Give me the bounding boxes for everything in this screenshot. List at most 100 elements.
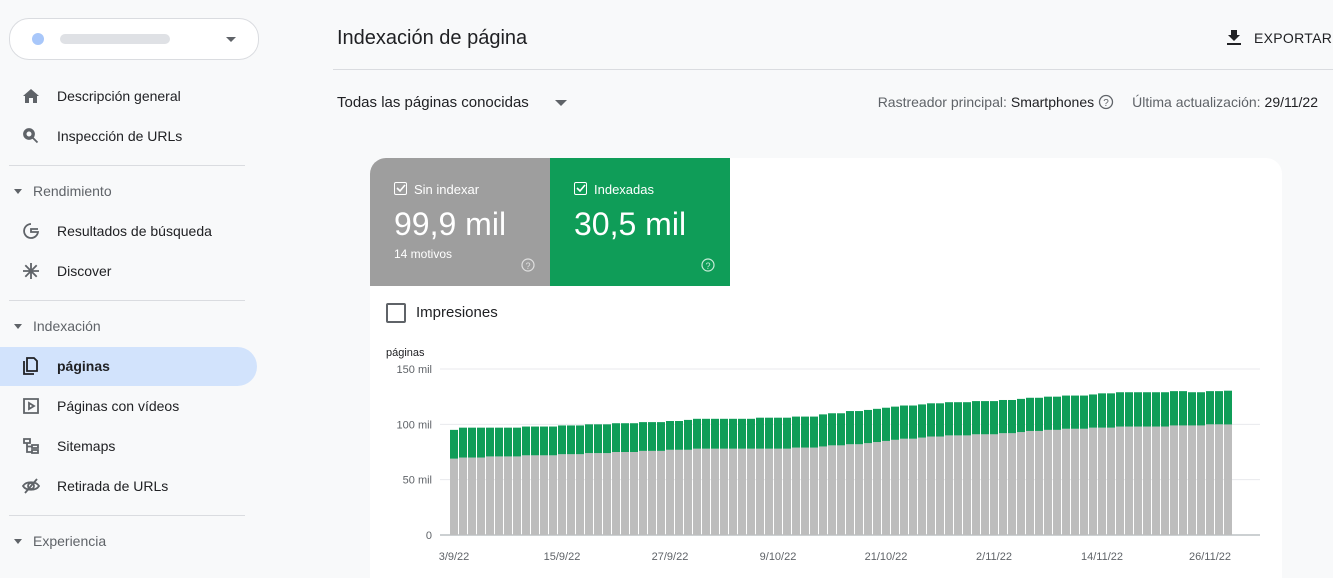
impressions-label: Impresiones bbox=[416, 304, 498, 321]
bar-segment bbox=[855, 444, 863, 535]
scope-select[interactable]: Todas las páginas conocidas bbox=[337, 94, 567, 111]
scope-label: Todas las páginas conocidas bbox=[337, 94, 529, 111]
bar-segment bbox=[1089, 394, 1097, 428]
bar-segment bbox=[1179, 391, 1187, 426]
bar-segment bbox=[774, 448, 782, 535]
bar-segment bbox=[864, 409, 872, 444]
bar-segment bbox=[999, 399, 1007, 434]
bar-segment bbox=[639, 450, 647, 535]
bar-segment bbox=[459, 427, 467, 458]
nav-section[interactable]: Rendimiento bbox=[33, 183, 112, 199]
bar-segment bbox=[828, 445, 836, 535]
nav-item[interactable]: Sitemaps bbox=[57, 438, 116, 454]
bar-segment bbox=[720, 448, 728, 535]
header-divider bbox=[333, 69, 1333, 70]
help-icon[interactable]: ? bbox=[1098, 94, 1114, 110]
bar-segment bbox=[819, 414, 827, 447]
bar-segment bbox=[612, 423, 620, 452]
nav-icon bbox=[23, 398, 39, 414]
bar-segment bbox=[1116, 426, 1124, 535]
bar-segment bbox=[711, 448, 719, 535]
x-tick-label: 27/9/22 bbox=[652, 551, 689, 563]
bar-segment bbox=[639, 422, 647, 451]
bar-segment bbox=[927, 436, 935, 535]
tile-not-indexed[interactable]: Sin indexar 99,9 mil 14 motivos ? bbox=[370, 158, 550, 286]
bar-segment bbox=[486, 427, 494, 457]
bar-segment bbox=[540, 426, 548, 456]
bar-segment bbox=[693, 418, 701, 449]
bar-segment bbox=[738, 418, 746, 449]
bar-segment bbox=[972, 434, 980, 535]
nav-icon bbox=[23, 438, 39, 454]
bar-segment bbox=[945, 402, 953, 436]
y-tick-label: 100 mil bbox=[397, 419, 432, 431]
updated-label: Última actualización: bbox=[1132, 94, 1261, 110]
report-card: Sin indexar 99,9 mil 14 motivos ? Indexa… bbox=[370, 158, 1282, 578]
bar-segment bbox=[1035, 397, 1043, 431]
page: {"sidebar": {"items": [ {"label": "Descr… bbox=[0, 18, 1333, 563]
nav-icon bbox=[23, 89, 39, 103]
tile-indexed[interactable]: Indexadas 30,5 mil ? bbox=[550, 158, 730, 286]
bar-segment bbox=[1134, 392, 1142, 427]
x-tick-label: 21/10/22 bbox=[865, 551, 908, 563]
crawl-info: Rastreador principal: Smartphones ? Últi… bbox=[878, 94, 1318, 110]
bar-segment bbox=[1098, 427, 1106, 535]
bar-segment bbox=[603, 424, 611, 454]
nav-item[interactable]: Discover bbox=[57, 263, 112, 279]
bar-segment bbox=[1017, 398, 1025, 433]
nav-section[interactable]: Indexación bbox=[33, 318, 101, 334]
bar-segment bbox=[1035, 430, 1043, 535]
bar-segment bbox=[558, 425, 566, 455]
bar-segment bbox=[936, 403, 944, 437]
bar-segment bbox=[630, 452, 638, 535]
bar-segment bbox=[1071, 395, 1079, 429]
bar-segment bbox=[576, 454, 584, 535]
bar-segment bbox=[891, 406, 899, 440]
bar-segment bbox=[585, 453, 593, 535]
bar-segment bbox=[1206, 391, 1214, 425]
bar-segment bbox=[666, 449, 674, 535]
bar-segment bbox=[747, 448, 755, 535]
crawler: Smartphones bbox=[1010, 94, 1095, 110]
nav-section[interactable]: Experiencia bbox=[33, 533, 107, 549]
nav-item[interactable]: Retirada de URLs bbox=[57, 478, 169, 494]
nav-item[interactable]: páginas bbox=[57, 358, 110, 374]
nav-item[interactable]: Inspección de URLs bbox=[57, 128, 183, 144]
bar-segment bbox=[828, 413, 836, 446]
bar-segment bbox=[594, 453, 602, 535]
bar-segment bbox=[675, 449, 683, 535]
bar-segment bbox=[1170, 391, 1178, 426]
bar-segment bbox=[549, 426, 557, 456]
bar-segment bbox=[504, 456, 512, 535]
nav-divider bbox=[9, 300, 245, 301]
bar-segment bbox=[1125, 426, 1133, 535]
bar-segment bbox=[756, 417, 764, 449]
bar-segment bbox=[711, 418, 719, 449]
bar-segment bbox=[1215, 391, 1223, 425]
bar-segment bbox=[585, 424, 593, 454]
bar-segment bbox=[477, 427, 485, 458]
bar-segment bbox=[513, 456, 521, 535]
bar-segment bbox=[792, 447, 800, 535]
bar-segment bbox=[702, 448, 710, 535]
nav-icon bbox=[23, 223, 40, 239]
bar-segment bbox=[927, 403, 935, 437]
bar-segment bbox=[1107, 393, 1115, 428]
nav-item[interactable]: Resultados de búsqueda bbox=[57, 223, 212, 239]
nav-item[interactable]: Descripción general bbox=[57, 88, 181, 104]
bar-segment bbox=[495, 456, 503, 535]
bar-segment bbox=[1224, 424, 1232, 535]
bar-segment bbox=[810, 416, 818, 448]
bar-segment bbox=[1062, 428, 1070, 535]
bar-segment bbox=[621, 452, 629, 535]
bar-segment bbox=[990, 401, 998, 435]
x-tick-label: 26/11/22 bbox=[1189, 551, 1231, 563]
property-selector[interactable] bbox=[9, 18, 259, 60]
y-axis-label: páginas bbox=[386, 347, 425, 359]
nav-item[interactable]: Páginas con vídeos bbox=[57, 398, 180, 414]
bar-segment bbox=[846, 444, 854, 535]
bar-segment bbox=[468, 457, 476, 535]
bar-segment bbox=[729, 448, 737, 535]
bar-segment bbox=[657, 450, 665, 535]
bar-segment bbox=[486, 456, 494, 535]
